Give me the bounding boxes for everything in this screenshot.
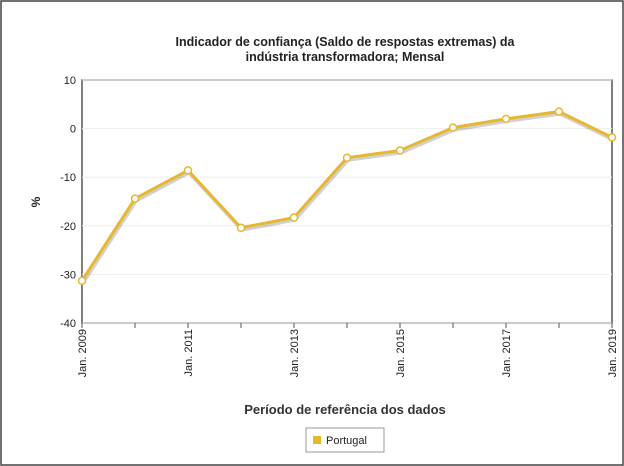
point [236,223,246,232]
point [501,114,511,124]
y-tick-label: -40 [60,318,76,330]
y-tick-label: 10 [64,75,76,87]
y-tick-label: 0 [70,124,76,136]
y-tick-label: -10 [60,172,76,184]
point [448,123,458,132]
y-tick-label: -30 [60,269,76,281]
x-tick-label: Jan. 2015 [395,329,407,377]
x-tick-label: Jan. 2009 [77,329,89,377]
point [130,194,140,203]
point [289,213,299,222]
x-tick-label: Jan. 2017 [501,329,513,377]
point [342,153,352,163]
y-axis-label: % [29,196,43,207]
title-line: Indicador de confiança (Saldo de respost… [176,35,516,49]
point [395,146,405,155]
point [607,133,617,142]
legend: Portugal [305,427,385,453]
x-tick-label: Jan. 2019 [607,329,619,377]
title-line: indústria transformadora; Mensal [246,50,445,64]
y-tick-label: -20 [60,221,76,233]
legend-label: Portugal [326,435,367,447]
plot-area [81,79,613,324]
x-tick-label: Jan. 2011 [183,329,195,377]
point [183,166,193,175]
chart-title: Indicador de confiança (Saldo de respost… [176,35,516,64]
x-tick-label: Jan. 2013 [289,329,301,377]
legend-swatch [313,436,321,444]
x-axis-label: Período de referência dos dados [244,402,446,417]
point [554,107,564,116]
point [77,276,87,285]
